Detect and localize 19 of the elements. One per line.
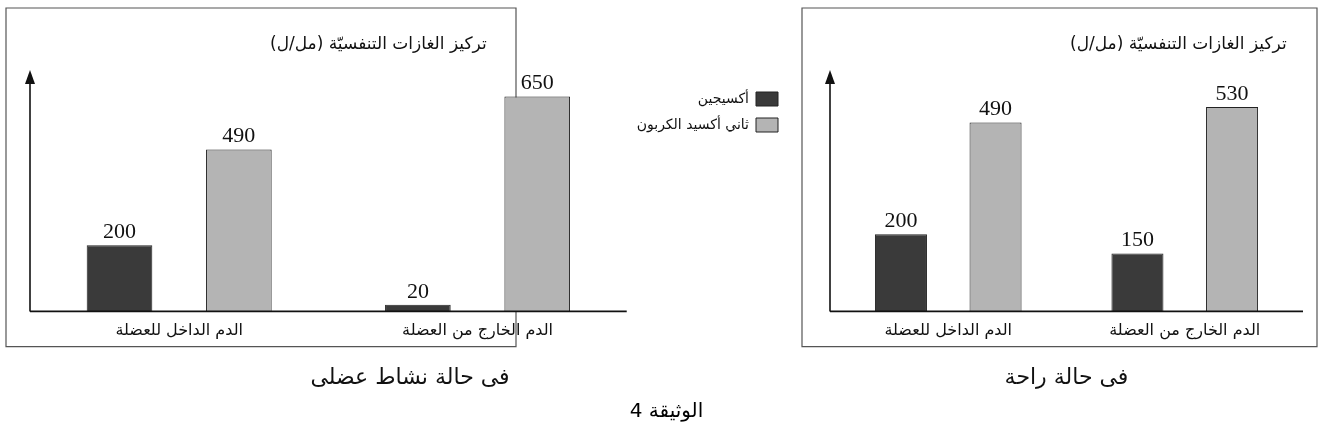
x-tick-label: الدم الداخل للعضلة [884,320,1013,340]
data-label: 650 [520,69,554,95]
x-tick-label: الدم الداخل للعضلة [115,320,243,340]
data-label: 20 [406,277,429,303]
data-label: 200 [103,218,137,244]
text: فى حالة راحة [1004,363,1129,389]
data-label: 200 [884,207,918,233]
text: الوثيقة 4 [628,398,705,422]
legend-label: أكسيجين [697,88,750,107]
y-axis-title: تركيز الغازات التنفسيّة (مل/ل) [1070,33,1287,54]
legend-label: ثاني أكسيد الكربون [636,114,750,133]
data-label: 150 [1120,226,1154,252]
y-axis-title: تركيز الغازات التنفسيّة (مل/ل) [270,33,487,54]
data-label: 490 [222,122,256,148]
x-tick-label: الدم الخارج من العضلة [402,320,554,341]
x-tick-label: الدم الخارج من العضلة [1109,320,1261,341]
data-label: 490 [979,95,1013,121]
data-label: 530 [1215,79,1249,105]
text: فى حالة نشاط عضلى [310,363,510,389]
